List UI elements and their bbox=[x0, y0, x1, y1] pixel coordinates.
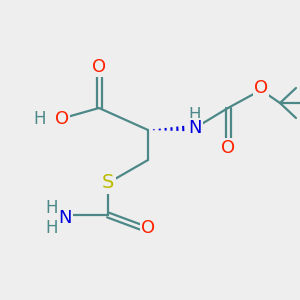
Text: H: H bbox=[46, 199, 58, 217]
Text: O: O bbox=[55, 110, 69, 128]
Text: S: S bbox=[102, 173, 114, 193]
Text: O: O bbox=[254, 79, 268, 97]
Text: O: O bbox=[92, 58, 106, 76]
Text: H: H bbox=[34, 110, 46, 128]
Text: O: O bbox=[221, 139, 235, 157]
Text: N: N bbox=[58, 209, 72, 227]
Text: H: H bbox=[189, 106, 201, 124]
Text: O: O bbox=[141, 219, 155, 237]
Text: H: H bbox=[46, 219, 58, 237]
Text: N: N bbox=[188, 119, 202, 137]
